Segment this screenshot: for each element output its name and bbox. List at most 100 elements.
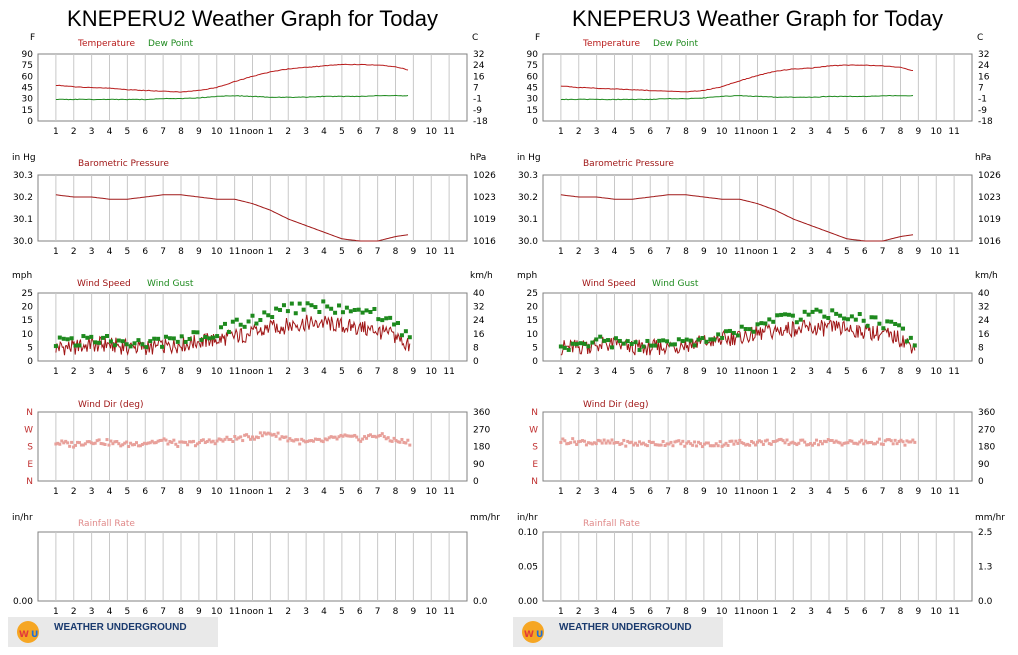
wind-dir-point <box>148 441 152 445</box>
wind-gust-point <box>356 307 361 312</box>
wind-dir-point <box>398 440 402 444</box>
wind-dir-point <box>262 431 266 435</box>
rain-x-tick: 10 <box>716 607 728 617</box>
pressure-x-tick: 10 <box>426 247 438 257</box>
wind-y-tick-right: 24 <box>473 316 485 326</box>
wind-legend-item: Wind Gust <box>652 279 699 289</box>
pressure-y-tick-left: 30.2 <box>518 193 538 203</box>
wind-gust-point <box>570 341 575 346</box>
direction-x-tick: 5 <box>125 487 131 497</box>
temperature-right-unit: C <box>977 33 983 43</box>
wind-dir-point <box>203 441 207 445</box>
wind-dir-point <box>331 435 335 439</box>
rain-x-tick: 1 <box>268 607 274 617</box>
temperature-x-tick: 8 <box>683 127 689 137</box>
wind-dir-point <box>160 438 164 442</box>
wind-gust-point <box>152 336 157 341</box>
wind-dir-point <box>313 437 317 441</box>
direction-x-tick: 5 <box>844 487 850 497</box>
wind-gust-point <box>222 321 227 326</box>
wind-dir-point <box>376 434 380 438</box>
wunderground-logo[interactable]: W U WEATHER UNDERGROUND <box>513 617 723 647</box>
wind-dir-point <box>268 432 272 436</box>
wind-dir-point <box>207 438 211 442</box>
wind-dir-point <box>671 444 675 448</box>
wind-gust-point <box>120 339 125 344</box>
temperature-x-tick: 3 <box>89 127 95 137</box>
wind-gust-point <box>716 332 721 337</box>
pressure-y-tick-left: 30.0 <box>13 237 33 247</box>
wind-dir-point <box>81 443 85 447</box>
direction-x-tick: 2 <box>71 487 77 497</box>
rain-x-tick: 6 <box>357 607 363 617</box>
wind-gust-point <box>407 335 412 340</box>
wind-dir-point <box>97 438 101 442</box>
wind-gust-point <box>93 340 98 345</box>
direction-x-tick: 3 <box>808 487 814 497</box>
wind-gust-point <box>747 327 752 332</box>
rain-x-tick: 4 <box>826 607 832 617</box>
wind-gust-point <box>392 322 397 327</box>
wind-gust-point <box>89 334 94 339</box>
direction-x-tick: noon <box>241 487 263 497</box>
wind-dir-point <box>818 440 822 444</box>
wind-dir-point <box>353 433 357 437</box>
wind-dir-point <box>76 440 80 444</box>
wind-dir-point <box>850 439 854 443</box>
wind-dir-point <box>140 442 144 446</box>
wind-dir-point <box>388 439 392 443</box>
wind-dir-point <box>229 438 233 442</box>
pressure-x-tick: 7 <box>375 247 381 257</box>
wind-dir-point <box>695 444 699 448</box>
wind-dir-point <box>296 438 300 442</box>
wind-dir-point <box>288 437 292 441</box>
wind-gust-point <box>101 335 106 340</box>
temperature-y-tick-right: 7 <box>473 84 479 94</box>
svg-text:W: W <box>524 630 534 640</box>
wind-dir-point <box>245 433 249 437</box>
wind-gust-point <box>625 339 630 344</box>
wind-dir-point <box>834 439 838 443</box>
pressure-x-tick: noon <box>241 247 263 257</box>
wind-gust-point <box>676 337 681 342</box>
wind-dir-point <box>150 439 154 443</box>
wind-y-tick-left: 10 <box>22 330 34 340</box>
wind-dir-point <box>718 440 722 444</box>
wind-dir-point <box>170 440 174 444</box>
wind-dir-point <box>365 436 369 440</box>
wunderground-logo[interactable]: W U WEATHER UNDERGROUND <box>8 617 218 647</box>
wind-dir-point <box>221 439 225 443</box>
wind-dir-point <box>590 442 594 446</box>
wind-gust-point <box>396 321 401 326</box>
wind-dir-point <box>311 439 315 443</box>
wind-gust-point <box>633 340 638 345</box>
wind-gust-point <box>191 330 196 335</box>
wind-y-tick-left: 20 <box>22 303 34 313</box>
wind-gust-point <box>57 335 62 340</box>
wind-gust-point <box>602 338 607 343</box>
wind-gust-point <box>861 318 866 323</box>
wind-gust-point <box>684 337 689 342</box>
wind-dir-point <box>195 442 199 446</box>
wind-dir-point <box>634 441 638 445</box>
wind-dir-point <box>274 434 278 438</box>
wind-gust-point <box>403 329 408 334</box>
wind-dir-point <box>93 441 97 445</box>
wind-gust-point <box>755 322 760 327</box>
wind-gust-point <box>806 312 811 317</box>
wind-dir-point <box>105 438 109 442</box>
rain-x-tick: 4 <box>107 607 113 617</box>
wind-dir-point <box>136 444 140 448</box>
wind-gust-point <box>73 343 78 348</box>
wind-dir-point <box>586 441 590 445</box>
wind-gust-point <box>61 336 66 341</box>
wind-dir-point <box>669 440 673 444</box>
wind-dir-point <box>290 438 294 442</box>
direction-x-tick: 5 <box>339 487 345 497</box>
rain-x-tick: 2 <box>790 607 796 617</box>
wind-dir-point <box>58 442 62 446</box>
wind-dir-point <box>370 434 374 438</box>
wind-dir-point <box>773 439 777 443</box>
wind-gust-point <box>853 317 858 322</box>
temperature-x-tick: 5 <box>844 127 850 137</box>
